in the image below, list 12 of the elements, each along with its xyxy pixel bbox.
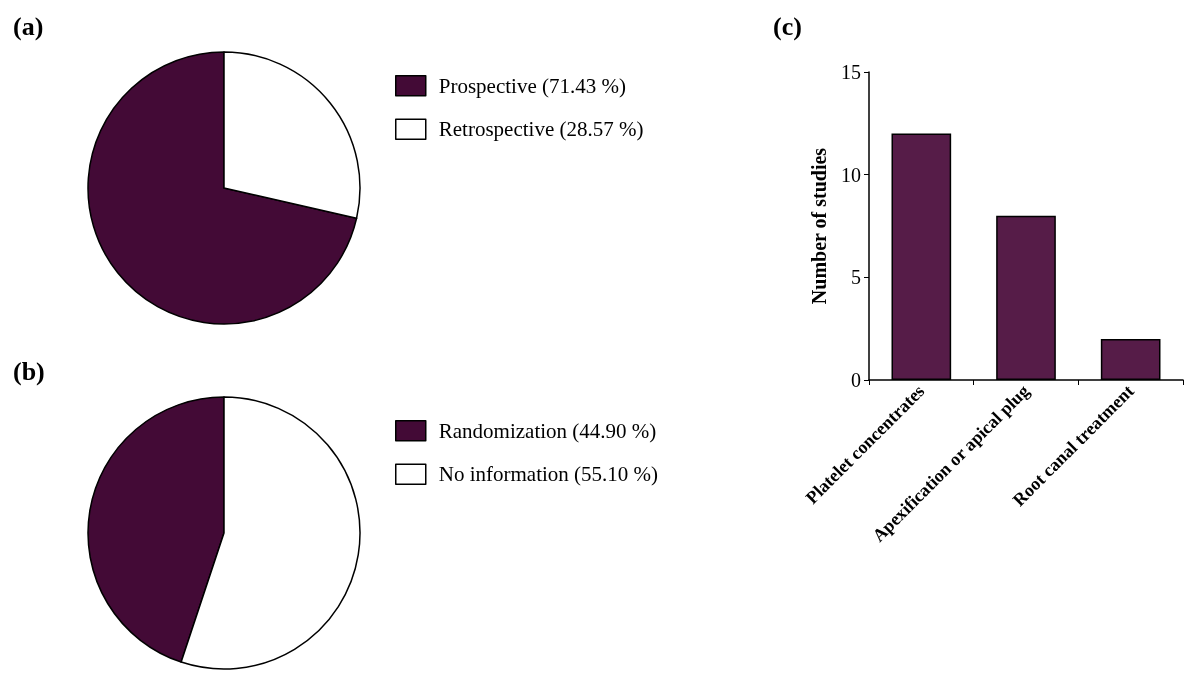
legend-label: Retrospective (28.57 %)	[438, 117, 644, 142]
legend-label: Randomization (44.90 %)	[438, 418, 657, 443]
y-tick-label: 10	[841, 163, 861, 186]
y-tick-label: 0	[851, 369, 861, 391]
y-axis-title: Number of studies	[808, 147, 830, 305]
y-tick-label: 5	[851, 266, 861, 289]
y-tick-label: 15	[841, 61, 861, 83]
chart-title: (b)	[13, 356, 45, 386]
chart-title: (c)	[773, 11, 802, 41]
legend-label: Prospective (71.43 %)	[438, 73, 626, 98]
legend-label: No information (55.10 %)	[438, 462, 659, 487]
chart-title: (a)	[13, 11, 44, 41]
